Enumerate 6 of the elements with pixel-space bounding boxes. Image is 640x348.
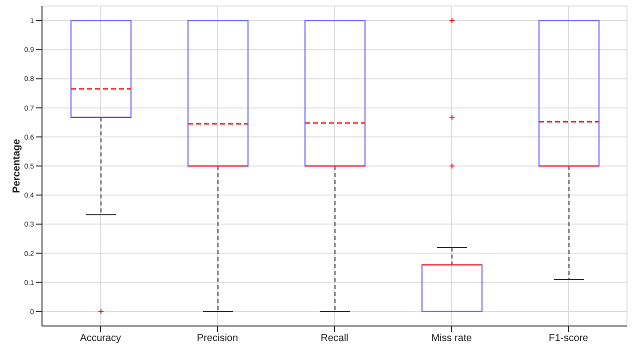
x-tick-label: Precision: [196, 333, 238, 344]
y-axis-title: Percentage: [12, 138, 23, 193]
x-tick-label: Recall: [320, 333, 348, 344]
x-tick-label: Miss rate: [431, 333, 472, 344]
x-tick-label: Accuracy: [80, 333, 122, 344]
x-tick-label: F1-score: [548, 333, 589, 344]
